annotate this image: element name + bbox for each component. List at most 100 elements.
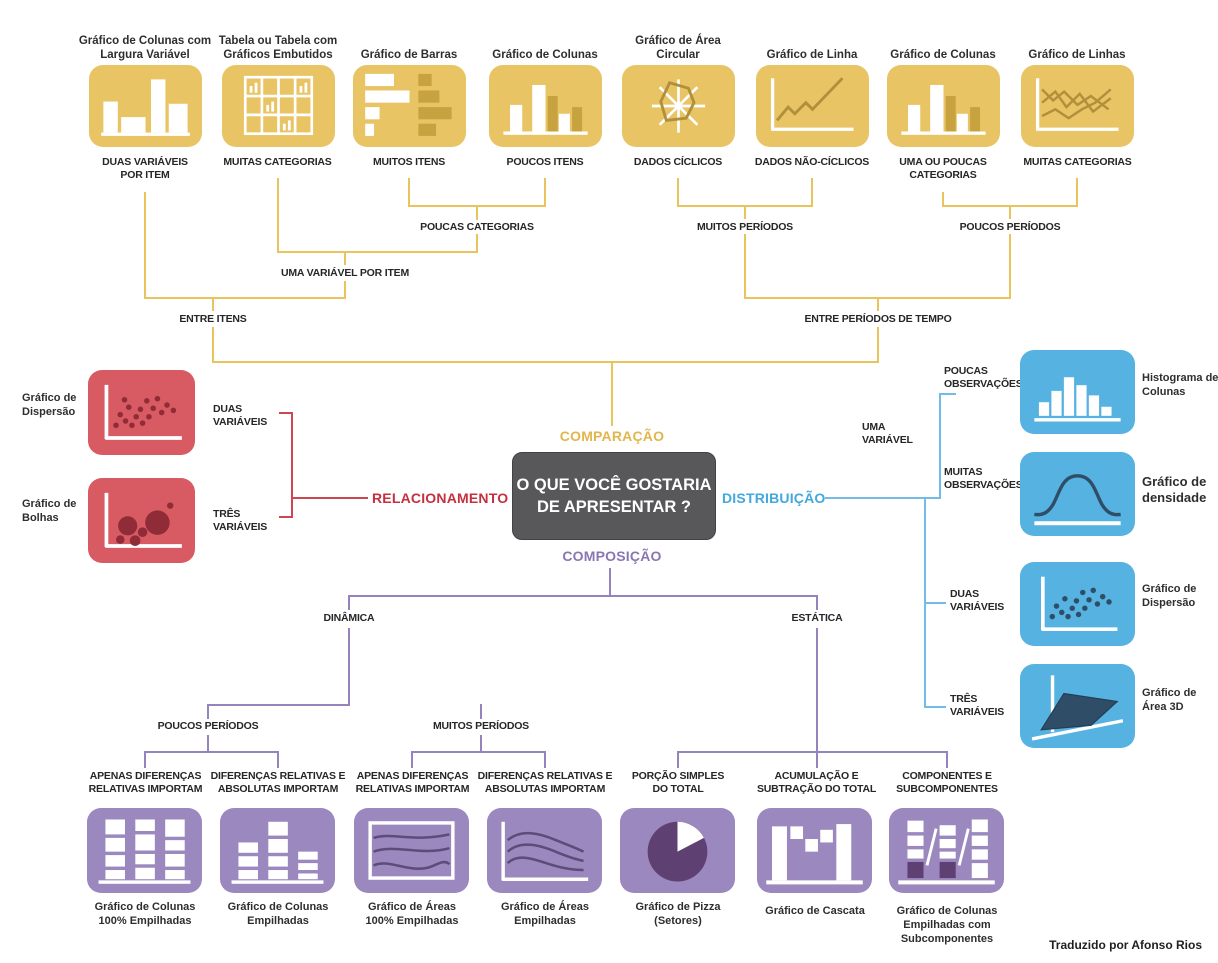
connector [411, 751, 413, 768]
connector [476, 205, 478, 220]
connector [480, 704, 482, 719]
connector [144, 751, 279, 753]
histogram-icon [1034, 377, 1121, 422]
connector [924, 602, 946, 604]
branch-composicao: COMPOSIÇÃO [562, 548, 662, 564]
card-title: Gráfico de Colunas com Largura Variável [78, 34, 212, 61]
connector [877, 327, 879, 363]
connector [939, 393, 941, 499]
connector [207, 704, 209, 719]
decision-label: UMA VARIÁVEL [862, 421, 913, 447]
connector [609, 568, 611, 596]
card-grafico-area-circular [622, 65, 735, 147]
decision-label: APENAS DIFERENÇAS RELATIVAS IMPORTAM [88, 770, 203, 796]
card-grafico-de-dispersao [1020, 562, 1135, 646]
connector [677, 751, 948, 753]
card-title: Gráfico de Colunas 100% Empilhadas [94, 901, 196, 927]
table-with-embedded-charts-icon [243, 75, 314, 136]
card-areas-empilhadas [487, 808, 602, 893]
connector [411, 751, 546, 753]
decision-label: MUITAS CATEGORIAS [223, 156, 332, 168]
connector [279, 412, 293, 414]
card-title: Gráfico de Pizza (Setores) [635, 901, 721, 927]
connector [744, 234, 746, 299]
area-3d-chart-icon [1031, 675, 1124, 741]
decision-label: TRÊS VARIÁVEIS [950, 693, 1005, 719]
connector [825, 497, 941, 499]
decision-label: MUITAS OBSERVAÇÕES [944, 466, 1023, 492]
card-areas-100-empilhadas [354, 808, 469, 893]
pie-chart-icon [647, 821, 708, 882]
connector [291, 412, 293, 518]
decision-label: ENTRE PERÍODOS DE TEMPO [804, 313, 952, 325]
card-grafico-de-bolhas [88, 478, 195, 563]
decision-label: DADOS NÃO-CÍCLICOS [754, 156, 870, 168]
card-grafico-de-barras [353, 65, 466, 147]
card-histograma-de-colunas [1020, 350, 1135, 434]
connector [1009, 205, 1011, 219]
connector [877, 297, 879, 311]
stacked-area-chart-icon [501, 821, 589, 881]
card-grafico-de-colunas [887, 65, 1000, 147]
density-curve-icon [1034, 474, 1121, 526]
decision-label: UMA VARIÁVEL POR ITEM [280, 267, 410, 279]
connector [924, 706, 946, 708]
decision-label: TRÊS VARIÁVEIS [213, 508, 268, 534]
card-title: Histograma de Colunas [1142, 372, 1218, 398]
decision-label: MUITAS CATEGORIAS [1023, 156, 1132, 168]
connector [611, 361, 613, 426]
connector [344, 251, 346, 265]
decision-label: APENAS DIFERENÇAS RELATIVAS IMPORTAM [355, 770, 470, 796]
scatter-plot-icon [1041, 576, 1118, 632]
connector [144, 297, 346, 299]
connector [816, 595, 818, 610]
decision-label: POUCAS CATEGORIAS [420, 221, 534, 233]
decision-label: DINÂMICA [323, 612, 375, 624]
column-chart-icon [503, 84, 588, 135]
connector [744, 205, 746, 219]
connector [816, 628, 818, 753]
connector [480, 735, 482, 753]
connector [207, 704, 350, 706]
bar-chart-icon [365, 73, 452, 136]
connector [277, 178, 279, 252]
connector [344, 281, 346, 299]
connector [544, 751, 546, 768]
stacked-100-area-chart-icon [368, 821, 455, 880]
connector [348, 595, 818, 597]
connector [408, 178, 410, 206]
decision-label: DUAS VARIÁVEIS [950, 588, 1005, 614]
card-grafico-de-colunas [489, 65, 602, 147]
card-title: Gráfico de Linhas [1028, 48, 1126, 61]
column-chart-icon [901, 84, 986, 135]
card-title: Gráfico de Dispersão [1142, 583, 1197, 609]
credit-text: Traduzido por Afonso Rios [1049, 938, 1202, 952]
card-grafico-de-linhas [1021, 65, 1134, 147]
decision-label: ACUMULAÇÃO E SUBTRAÇÃO DO TOTAL [756, 770, 877, 796]
branch-relacionamento: RELACIONAMENTO [372, 490, 509, 506]
circular-area-chart-icon [651, 79, 706, 133]
decision-label: ESTÁTICA [791, 612, 843, 624]
card-grafico-de-dispersao [88, 370, 195, 455]
variable-width-column-chart-icon [101, 79, 190, 136]
card-title: Gráfico de Colunas Empilhadas [227, 901, 329, 927]
decision-label: POUCAS OBSERVAÇÕES [944, 365, 1023, 391]
connector [811, 178, 813, 206]
card-tabela-graficos-embutidos [222, 65, 335, 147]
connector [291, 497, 368, 499]
stacked-column-chart-icon [231, 821, 324, 884]
connector [212, 327, 214, 363]
stacked-column-subcomponents-chart-icon [898, 819, 995, 885]
line-chart-icon [770, 77, 854, 131]
connector [939, 393, 956, 395]
branch-distribuicao: DISTRIBUIÇÃO [722, 490, 826, 506]
connector [544, 178, 546, 206]
decision-label: MUITOS ITENS [372, 156, 446, 168]
decision-label: PORÇÃO SIMPLES DO TOTAL [631, 770, 725, 796]
waterfall-chart-icon [766, 824, 863, 885]
card-grafico-de-densidade [1020, 452, 1135, 536]
card-title: Gráfico de Áreas 100% Empilhadas [365, 901, 459, 927]
card-title: Gráfico de Bolhas [22, 498, 77, 524]
card-title: Gráfico de Barras [360, 48, 458, 61]
